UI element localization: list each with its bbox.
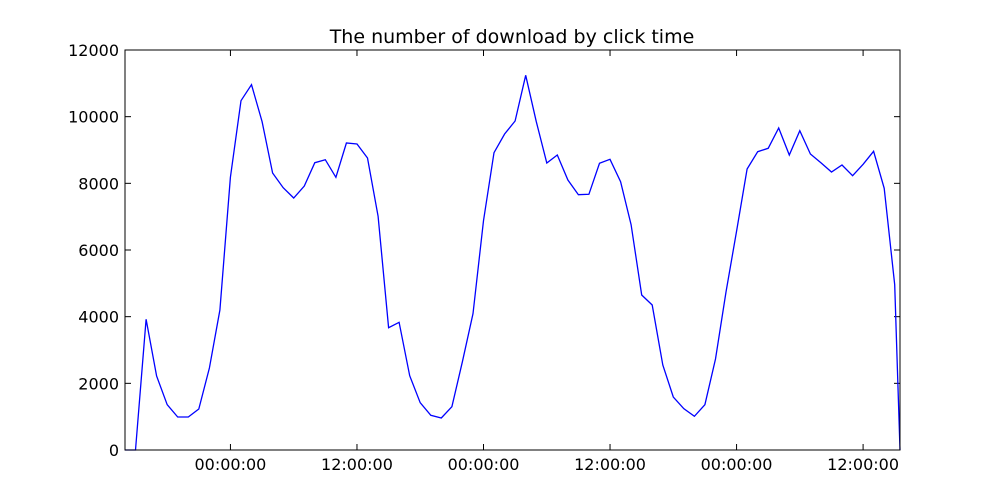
y-tick-label: 12000 [68, 41, 119, 60]
y-tick-label: 2000 [78, 374, 119, 393]
y-tick-label: 6000 [78, 241, 119, 260]
x-tick-label: 00:00:00 [448, 455, 520, 474]
x-tick-label: 12:00:00 [574, 455, 646, 474]
x-tick-label: 12:00:00 [321, 455, 393, 474]
x-tick-label: 12:00:00 [827, 455, 899, 474]
plot-area-frame [124, 49, 901, 451]
series-line [125, 75, 901, 451]
chart-title: The number of download by click time [329, 26, 695, 48]
x-tick-label: 00:00:00 [195, 455, 267, 474]
y-tick-label: 0 [109, 441, 119, 460]
y-tick-label: 10000 [68, 108, 119, 127]
y-tick-label: 4000 [78, 308, 119, 327]
y-tick-label: 8000 [78, 174, 119, 193]
x-tick-label: 00:00:00 [701, 455, 773, 474]
